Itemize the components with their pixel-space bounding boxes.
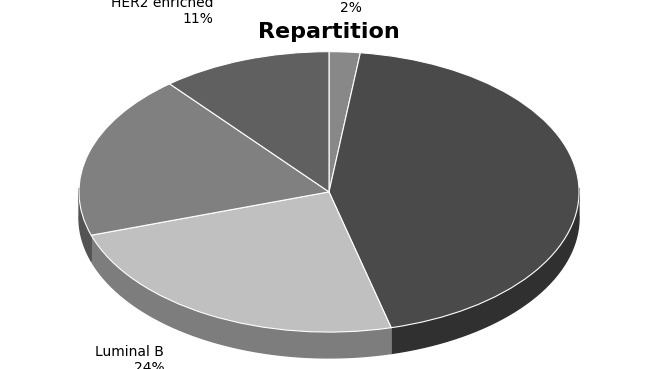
Wedge shape [329, 53, 579, 328]
Wedge shape [329, 52, 361, 192]
Ellipse shape [79, 200, 579, 235]
Wedge shape [79, 84, 329, 235]
Polygon shape [79, 188, 91, 261]
Text: HER2 enriched
11%: HER2 enriched 11% [111, 0, 213, 27]
Polygon shape [91, 235, 392, 358]
Text: Repartition: Repartition [258, 22, 400, 42]
Text: Luminal B
24%: Luminal B 24% [95, 345, 164, 369]
Wedge shape [170, 52, 329, 192]
Polygon shape [392, 188, 579, 354]
Text: Normal-like
2%: Normal-like 2% [311, 0, 390, 15]
Wedge shape [91, 192, 392, 332]
